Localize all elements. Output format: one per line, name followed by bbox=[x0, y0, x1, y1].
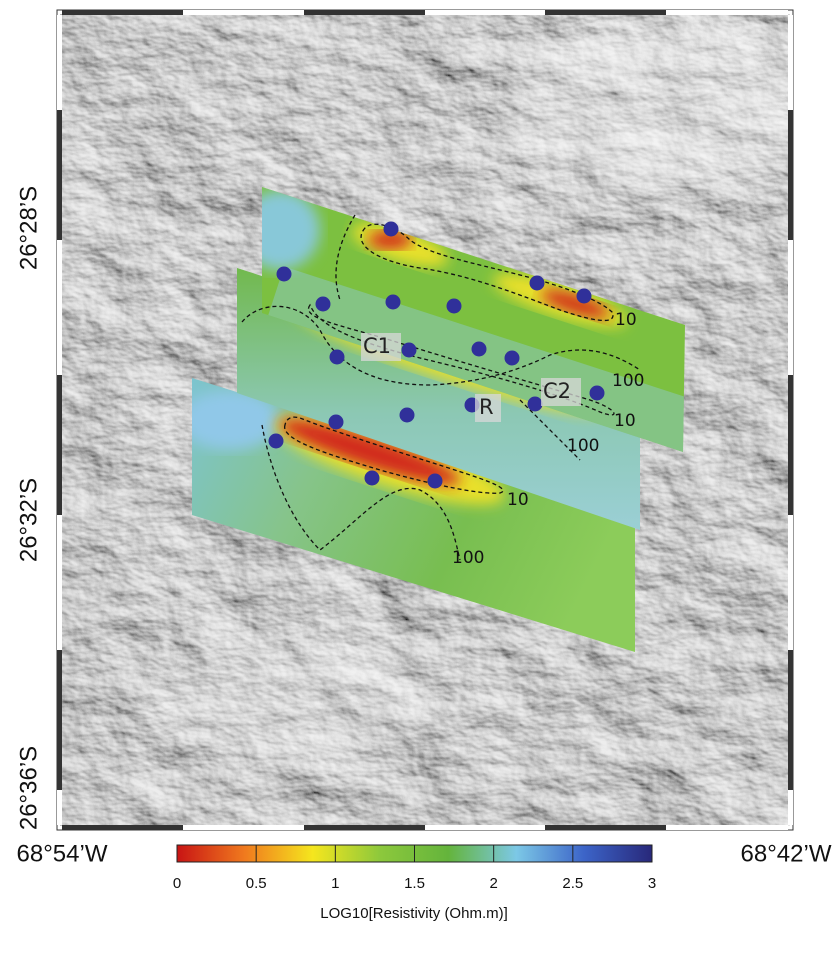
frame-segment bbox=[57, 110, 62, 240]
contour-label: 100 bbox=[567, 436, 599, 456]
lat-label: 26°36’S bbox=[15, 746, 42, 830]
colorbar-tick-label: 2.5 bbox=[562, 875, 583, 892]
frame-segment bbox=[57, 375, 62, 515]
station bbox=[330, 350, 345, 365]
frame-segment bbox=[788, 790, 793, 825]
frame-segment bbox=[57, 790, 62, 825]
annotation: C2 bbox=[543, 379, 571, 403]
station bbox=[428, 474, 443, 489]
frame-segment bbox=[62, 10, 183, 15]
station bbox=[577, 289, 592, 304]
lat-label: 26°32’S bbox=[15, 478, 42, 562]
contour-label: 100 bbox=[612, 371, 644, 391]
contour-label: 100 bbox=[452, 548, 484, 568]
station bbox=[384, 222, 399, 237]
contour-label: 10 bbox=[614, 411, 636, 431]
frame-segment bbox=[788, 375, 793, 515]
highland bbox=[510, 20, 810, 200]
station bbox=[316, 297, 331, 312]
station bbox=[590, 386, 605, 401]
station bbox=[528, 397, 543, 412]
station bbox=[472, 342, 487, 357]
frame-segment bbox=[788, 240, 793, 375]
station bbox=[269, 434, 284, 449]
station bbox=[386, 295, 401, 310]
frame-segment bbox=[788, 110, 793, 240]
frame-segment bbox=[57, 515, 62, 650]
colorbar-tick-label: 1 bbox=[331, 875, 339, 892]
frame-segment bbox=[183, 10, 304, 15]
lon-label: 68°54’W bbox=[17, 840, 108, 867]
contour-label: 10 bbox=[507, 490, 529, 510]
frame-segment bbox=[545, 825, 666, 830]
figure: C1C2R101001010010100 26°28’S 26°32’S 26°… bbox=[0, 0, 837, 954]
frame-segment bbox=[666, 825, 788, 830]
colorbar-tick-label: 2 bbox=[489, 875, 497, 892]
frame-segment bbox=[57, 15, 62, 110]
lon-label: 68°42’W bbox=[741, 840, 832, 867]
station bbox=[400, 408, 415, 423]
station bbox=[277, 267, 292, 282]
frame-segment bbox=[304, 825, 425, 830]
lat-label: 26°28’S bbox=[15, 186, 42, 270]
frame-segment bbox=[666, 10, 788, 15]
frame-segment bbox=[57, 650, 62, 790]
frame-segment bbox=[183, 825, 304, 830]
frame-segment bbox=[788, 15, 793, 110]
frame-segment bbox=[304, 10, 425, 15]
frame-segment bbox=[425, 825, 545, 830]
station bbox=[365, 471, 380, 486]
frame-segment bbox=[57, 240, 62, 375]
frame-segment bbox=[425, 10, 545, 15]
frame-segment bbox=[788, 515, 793, 650]
highland bbox=[170, 640, 430, 760]
annotation: C1 bbox=[363, 334, 391, 358]
frame-segment bbox=[62, 825, 183, 830]
colorbar-tick-label: 1.5 bbox=[404, 875, 425, 892]
colorbar-tick-label: 3 bbox=[648, 875, 656, 892]
colorbar-tick-label: 0 bbox=[173, 875, 181, 892]
annotation: R bbox=[479, 395, 494, 419]
colorbar: 0 0.5 1 1.5 2 2.5 3 bbox=[173, 845, 656, 892]
station bbox=[530, 276, 545, 291]
station bbox=[329, 415, 344, 430]
frame-segment bbox=[788, 650, 793, 790]
contour-label: 10 bbox=[615, 310, 637, 330]
colorbar-label: LOG10[Resistivity (Ohm.m)] bbox=[320, 905, 508, 922]
colorbar-tick-label: 0.5 bbox=[246, 875, 267, 892]
station bbox=[447, 299, 462, 314]
station bbox=[402, 343, 417, 358]
station bbox=[505, 351, 520, 366]
frame-segment bbox=[545, 10, 666, 15]
